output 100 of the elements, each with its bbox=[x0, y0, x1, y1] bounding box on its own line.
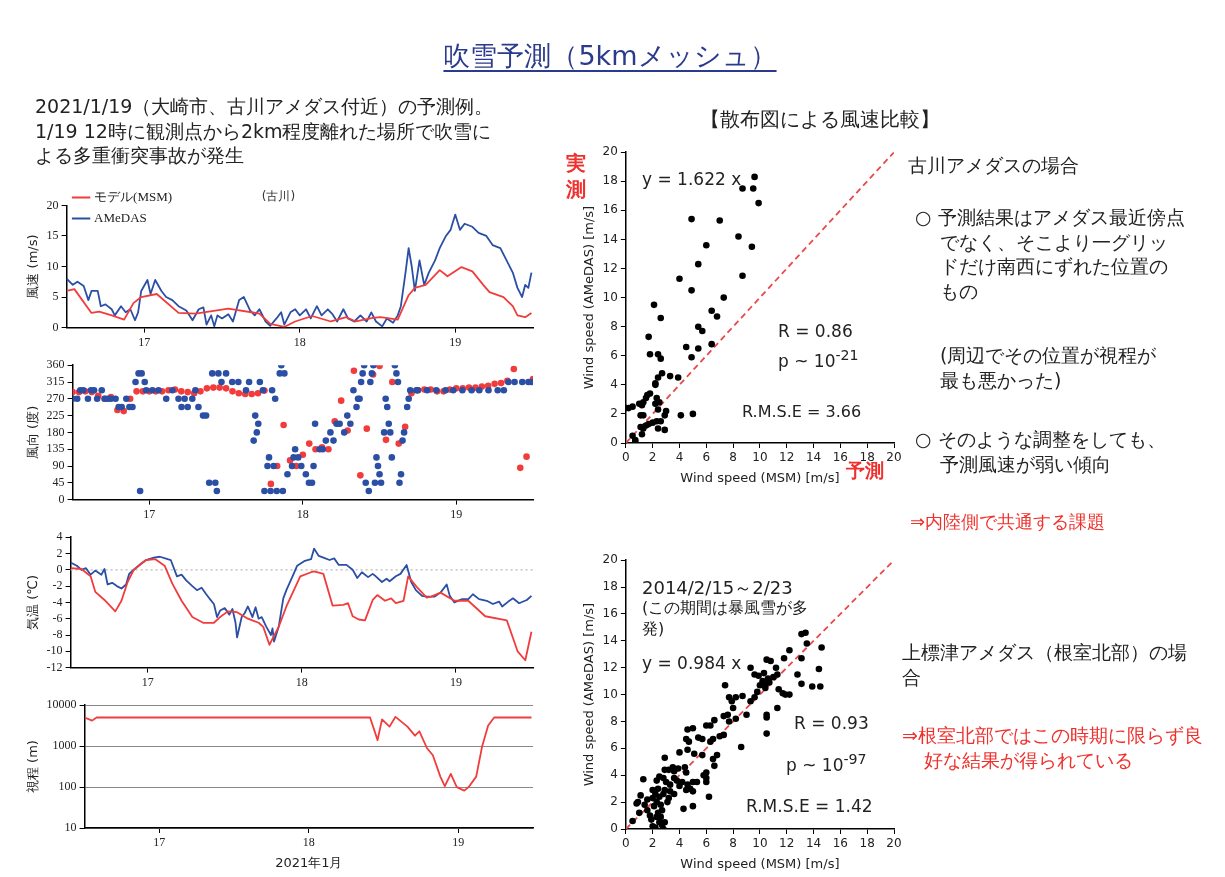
y-tick-label: 180 bbox=[46, 424, 65, 439]
x-tick-label: 17 bbox=[141, 674, 154, 689]
y-axis-title: Wind speed (AMeDAS) [m/s] bbox=[581, 602, 597, 787]
y-tick-label: 12 bbox=[602, 260, 618, 275]
text: 2021/1/19（大崎市、古川アメダス付近）の予測例。1/19 12時に観測点から2km程度離れた場所で吹雪による多重衝突事故が発生 bbox=[35, 94, 495, 169]
x-tick-label: 2 bbox=[648, 450, 657, 465]
y-tick-label: 4 bbox=[610, 376, 618, 391]
y-tick-label: 18 bbox=[602, 173, 618, 188]
x-tick-label: 12 bbox=[779, 450, 795, 465]
y-tick-label: 45 bbox=[52, 474, 65, 489]
x-tick-label: 4 bbox=[675, 836, 684, 851]
x-axis-title: Wind speed (MSM) [m/s] bbox=[680, 469, 840, 485]
y-axis-title: 気温 (℃) bbox=[25, 574, 41, 630]
y-tick-label: 0 bbox=[58, 491, 65, 506]
y-tick-label: 90 bbox=[52, 458, 65, 473]
y-tick-label: 0 bbox=[56, 561, 63, 576]
y-tick-label: 6 bbox=[610, 740, 618, 755]
y-tick-label: 360 bbox=[46, 357, 65, 372]
x-tick-label: 18 bbox=[302, 835, 315, 850]
y-tick-label: 1000 bbox=[52, 738, 77, 753]
annotation: y = 1.622 x bbox=[642, 168, 742, 191]
chart-title: (古川) bbox=[261, 189, 296, 204]
y-tick-label: 15 bbox=[46, 228, 59, 243]
text: ○ そのような調整をしても、予測風速が弱い傾向 bbox=[915, 427, 1167, 477]
x-axis-title: Wind speed (MSM) [m/s] bbox=[680, 855, 840, 871]
x-tick-label: 18 bbox=[295, 674, 308, 689]
y-tick-label: -10 bbox=[46, 643, 63, 658]
legend-label: AMeDAS bbox=[94, 209, 147, 225]
annotation: 2014/2/15～2/23 bbox=[642, 576, 793, 600]
x-tick-label: 19 bbox=[452, 835, 465, 850]
text: 古川アメダスの場合 bbox=[908, 153, 1079, 178]
chart-title: 【散布図による風速比較】 bbox=[700, 106, 940, 133]
text: ⇒内陸側で共通する課題 bbox=[910, 510, 1106, 534]
y-tick-label: 8 bbox=[610, 318, 618, 333]
x-tick-label: 4 bbox=[675, 450, 684, 465]
x-tick-label: 10 bbox=[752, 450, 768, 465]
x-tick-label: 17 bbox=[153, 835, 166, 850]
x-tick-label: 19 bbox=[449, 334, 462, 349]
x-axis-title: 2021年1月 bbox=[275, 854, 343, 870]
y-tick-label: 4 bbox=[610, 767, 618, 782]
y-tick-label: -4 bbox=[52, 594, 63, 609]
y-axis-title: 風速 (m/s) bbox=[25, 234, 41, 299]
y-tick-label: 10 bbox=[64, 820, 77, 835]
text: 吹雪予測（5kmメッシュ） bbox=[442, 39, 778, 73]
text: 上標津アメダス（根室北部）の場合 bbox=[902, 640, 1188, 690]
y-tick-label: 8 bbox=[610, 713, 618, 728]
y-tick-label: 10 bbox=[46, 258, 59, 273]
x-tick-label: 18 bbox=[859, 836, 875, 851]
x-tick-label: 10 bbox=[752, 836, 768, 851]
y-tick-label: 100 bbox=[58, 779, 77, 794]
y-tick-label: 4 bbox=[56, 529, 63, 544]
annotation: R = 0.86 bbox=[778, 320, 853, 343]
y-tick-label: 20 bbox=[602, 552, 618, 567]
annotation: y = 0.984 x bbox=[642, 652, 742, 675]
y-tick-label: 270 bbox=[46, 390, 65, 405]
annotation: (この期間は暴風雪が多発) bbox=[642, 598, 810, 640]
x-tick-label: 2 bbox=[648, 836, 657, 851]
y-tick-label: -12 bbox=[46, 659, 63, 674]
y-tick-label: 2 bbox=[610, 406, 618, 421]
y-axis-title: 風向 (度) bbox=[25, 405, 41, 460]
text: (周辺でその位置が視程が最も悪かった) bbox=[940, 343, 1158, 393]
y-tick-label: 2 bbox=[610, 794, 618, 809]
y-tick-label: -8 bbox=[52, 627, 63, 642]
y-tick-label: 135 bbox=[46, 441, 65, 456]
y-tick-label: 315 bbox=[46, 374, 65, 389]
y-tick-label: 14 bbox=[602, 231, 618, 246]
y-tick-label: 20 bbox=[602, 144, 618, 159]
y-tick-label: 10000 bbox=[46, 697, 77, 712]
x-tick-label: 17 bbox=[143, 506, 156, 521]
annotation: R.M.S.E = 1.42 bbox=[746, 795, 873, 818]
x-tick-label: 0 bbox=[622, 836, 630, 851]
x-tick-label: 20 bbox=[886, 450, 902, 465]
y-tick-label: 0 bbox=[610, 821, 618, 836]
legend-label: モデル(MSM) bbox=[94, 188, 173, 204]
y-tick-label: 6 bbox=[610, 347, 618, 362]
y-tick-label: 225 bbox=[46, 407, 65, 422]
y-tick-label: 16 bbox=[602, 606, 618, 621]
annotation: R = 0.93 bbox=[794, 712, 869, 735]
x-tick-label: 12 bbox=[779, 836, 795, 851]
x-tick-label: 14 bbox=[805, 450, 822, 465]
x-tick-label: 0 bbox=[622, 450, 630, 465]
y-tick-label: 14 bbox=[602, 632, 618, 647]
annotation: p ~ 10$^{-21}$ bbox=[778, 346, 859, 372]
x-tick-label: 16 bbox=[832, 836, 849, 851]
text: ○ 予測結果はアメダス最近傍点でなく、そこより一グリッドだけ南西にずれた位置のもの bbox=[915, 205, 1185, 304]
text: ⇒根室北部ではこの時期に限らず良好な結果が得られている bbox=[902, 723, 1204, 773]
x-tick-label: 17 bbox=[138, 334, 151, 349]
x-tick-label: 8 bbox=[729, 836, 737, 851]
x-tick-label: 6 bbox=[702, 836, 711, 851]
y-tick-label: 5 bbox=[52, 289, 59, 304]
y-axis-title: Wind speed (AMeDAS) [m/s] bbox=[581, 205, 597, 390]
y-tick-label: 18 bbox=[602, 579, 618, 594]
x-tick-label: 8 bbox=[729, 450, 737, 465]
x-tick-label: 19 bbox=[449, 674, 462, 689]
y-tick-label: 20 bbox=[46, 197, 59, 212]
y-tick-label: 16 bbox=[602, 202, 618, 217]
annotation: R.M.S.E = 3.66 bbox=[742, 402, 862, 423]
x-tick-label: 14 bbox=[805, 836, 822, 851]
x-tick-label: 6 bbox=[702, 450, 711, 465]
y-tick-label: 0 bbox=[52, 319, 59, 334]
